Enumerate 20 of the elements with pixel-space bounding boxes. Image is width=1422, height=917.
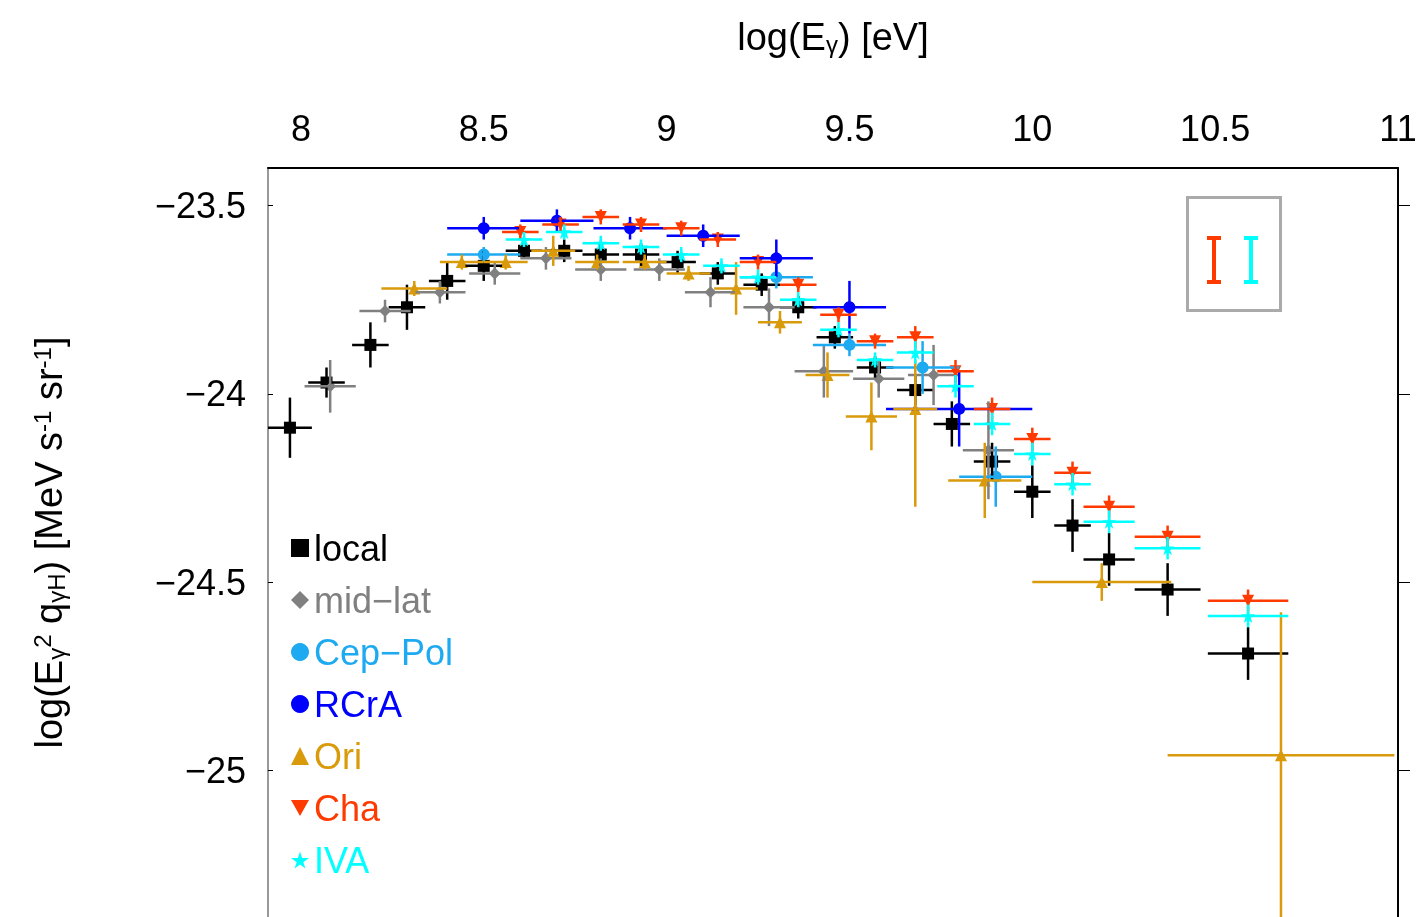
x-tick-label: 10.5	[1180, 107, 1251, 149]
text: log(Eγ2 qγH) [MeV s-1 sr-1]	[28, 336, 70, 749]
legend-label: local	[314, 527, 389, 569]
legend-label: Cha	[314, 787, 382, 829]
legend-label: RCrA	[314, 683, 402, 725]
x-tick-label: 11	[1379, 107, 1417, 149]
x-axis-title: log(Eγ) [eV]	[737, 16, 929, 58]
x-tick-label: 8	[290, 107, 311, 149]
y-tick-label: −24.5	[154, 561, 246, 603]
legend-label: Cep−Pol	[314, 631, 454, 673]
x-tick-label: 9.5	[824, 107, 875, 149]
x-tick-label: 9	[656, 107, 677, 149]
legend-label: IVA	[314, 839, 370, 881]
legend-label: Ori	[314, 735, 362, 777]
y-tick-label: −25	[184, 749, 246, 791]
x-tick-label: 10	[1012, 107, 1053, 149]
y-tick-label: −24	[184, 373, 246, 415]
x-tick-label: 8.5	[458, 107, 509, 149]
y-tick-label: −23.5	[154, 185, 246, 227]
legend-label: mid−lat	[314, 579, 432, 621]
